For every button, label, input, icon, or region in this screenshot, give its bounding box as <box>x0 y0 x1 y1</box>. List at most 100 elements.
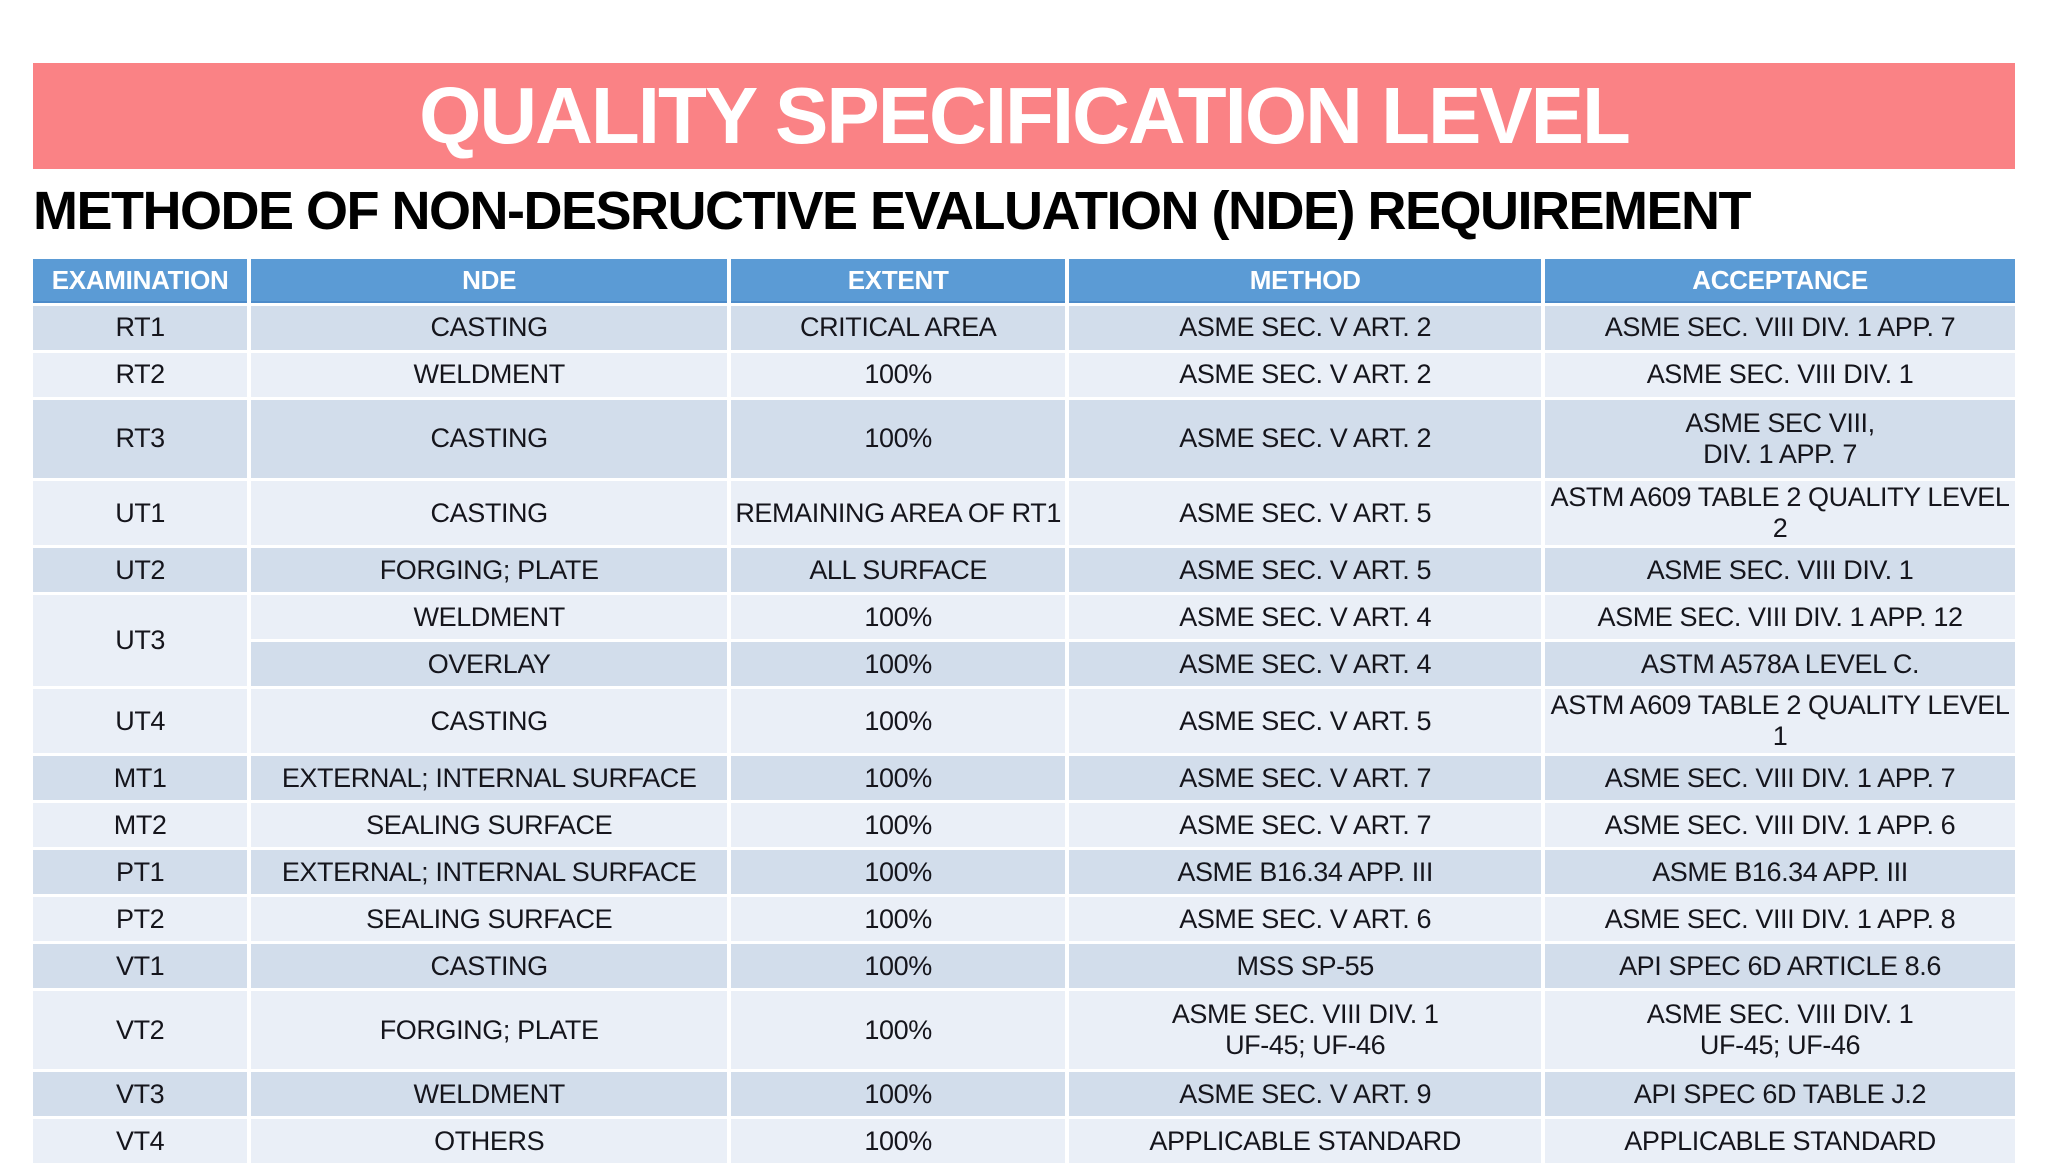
cell-examination: UT1 <box>33 481 248 546</box>
cell-extent: 100% <box>731 1072 1066 1117</box>
cell-examination: PT1 <box>33 850 248 895</box>
cell-examination: VT4 <box>33 1119 248 1164</box>
cell-examination: UT3 <box>33 595 248 687</box>
cell-nde: OVERLAY <box>251 642 728 687</box>
cell-extent: 100% <box>731 400 1066 478</box>
cell-examination: RT1 <box>33 306 248 350</box>
cell-extent: 100% <box>731 353 1066 397</box>
cell-extent: 100% <box>731 944 1066 989</box>
cell-method: ASME SEC. V ART. 5 <box>1069 548 1542 593</box>
table-row-vt1: VT1 CASTING 100% MSS SP-55 API SPEC 6D A… <box>33 944 2015 989</box>
table-row-vt4: VT4 OTHERS 100% APPLICABLE STANDARD APPL… <box>33 1119 2015 1164</box>
cell-extent: REMAINING AREA OF RT1 <box>731 481 1066 546</box>
cell-nde: CASTING <box>251 944 728 989</box>
cell-extent: 100% <box>731 595 1066 640</box>
cell-method: ASME SEC. V ART. 5 <box>1069 481 1542 546</box>
cell-nde: WELDMENT <box>251 353 728 397</box>
cell-method: ASME SEC. V ART. 6 <box>1069 897 1542 942</box>
cell-acceptance: ASME B16.34 APP. III <box>1545 850 2015 895</box>
table-row-rt1: RT1 CASTING CRITICAL AREA ASME SEC. V AR… <box>33 306 2015 350</box>
cell-nde: CASTING <box>251 306 728 350</box>
cell-examination: MT2 <box>33 803 248 848</box>
cell-acceptance: ASME SEC. VIII DIV. 1 <box>1545 548 2015 593</box>
cell-acceptance: APPLICABLE STANDARD <box>1545 1119 2015 1164</box>
table-row-vt3: VT3 WELDMENT 100% ASME SEC. V ART. 9 API… <box>33 1072 2015 1117</box>
cell-examination: UT2 <box>33 548 248 593</box>
cell-acceptance: ASME SEC VIII, DIV. 1 APP. 7 <box>1545 400 2015 478</box>
table-row-pt1: PT1 EXTERNAL; INTERNAL SURFACE 100% ASME… <box>33 850 2015 895</box>
cell-examination: PT2 <box>33 897 248 942</box>
title-banner: QUALITY SPECIFICATION LEVEL <box>33 63 2015 169</box>
nde-requirements-table: EXAMINATION NDE EXTENT METHOD ACCEPTANCE… <box>29 256 2019 1166</box>
cell-extent: 100% <box>731 803 1066 848</box>
cell-extent: 100% <box>731 689 1066 754</box>
cell-extent: 100% <box>731 897 1066 942</box>
cell-extent: 100% <box>731 1119 1066 1164</box>
cell-examination: UT4 <box>33 689 248 754</box>
cell-method: ASME SEC. V ART. 2 <box>1069 306 1542 350</box>
cell-nde: OTHERS <box>251 1119 728 1164</box>
cell-method: ASME SEC. V ART. 9 <box>1069 1072 1542 1117</box>
cell-acceptance: ASME SEC. VIII DIV. 1 APP. 7 <box>1545 306 2015 350</box>
cell-nde: SEALING SURFACE <box>251 803 728 848</box>
cell-acceptance: ASME SEC. VIII DIV. 1 APP. 8 <box>1545 897 2015 942</box>
cell-examination: MT1 <box>33 756 248 801</box>
table-row-mt2: MT2 SEALING SURFACE 100% ASME SEC. V ART… <box>33 803 2015 848</box>
cell-nde: CASTING <box>251 481 728 546</box>
page-title: METHODE OF NON-DESRUCTIVE EVALUATION (ND… <box>33 181 1752 241</box>
cell-extent: 100% <box>731 756 1066 801</box>
cell-acceptance: ASTM A578A LEVEL C. <box>1545 642 2015 687</box>
cell-examination: VT3 <box>33 1072 248 1117</box>
cell-method: ASME SEC. V ART. 2 <box>1069 353 1542 397</box>
cell-nde: WELDMENT <box>251 1072 728 1117</box>
cell-acceptance: ASTM A609 TABLE 2 QUALITY LEVEL 1 <box>1545 689 2015 754</box>
cell-method: ASME SEC. V ART. 2 <box>1069 400 1542 478</box>
cell-examination: RT3 <box>33 400 248 478</box>
table-row-ut2: UT2 FORGING; PLATE ALL SURFACE ASME SEC.… <box>33 548 2015 593</box>
cell-extent: CRITICAL AREA <box>731 306 1066 350</box>
cell-nde: CASTING <box>251 400 728 478</box>
cell-acceptance: ASME SEC. VIII DIV. 1 APP. 7 <box>1545 756 2015 801</box>
table-row-vt2: VT2 FORGING; PLATE 100% ASME SEC. VIII D… <box>33 991 2015 1070</box>
cell-method: ASME SEC. V ART. 4 <box>1069 642 1542 687</box>
column-header-examination: EXAMINATION <box>33 259 248 303</box>
table-row-ut3-overlay: OVERLAY 100% ASME SEC. V ART. 4 ASTM A57… <box>33 642 2015 687</box>
table-row-ut3-weldment: UT3 WELDMENT 100% ASME SEC. V ART. 4 ASM… <box>33 595 2015 687</box>
table-row-mt1: MT1 EXTERNAL; INTERNAL SURFACE 100% ASME… <box>33 756 2015 801</box>
cell-method: ASME SEC. VIII DIV. 1 UF-45; UF-46 <box>1069 991 1542 1070</box>
table-header-row: EXAMINATION NDE EXTENT METHOD ACCEPTANCE <box>33 259 2015 303</box>
table-row-rt2: RT2 WELDMENT 100% ASME SEC. V ART. 2 ASM… <box>33 353 2015 397</box>
column-header-extent: EXTENT <box>731 259 1066 303</box>
banner-title: QUALITY SPECIFICATION LEVEL <box>419 71 1631 160</box>
column-header-nde: NDE <box>251 259 728 303</box>
cell-examination: RT2 <box>33 353 248 397</box>
cell-acceptance: API SPEC 6D ARTICLE 8.6 <box>1545 944 2015 989</box>
table-row-pt2: PT2 SEALING SURFACE 100% ASME SEC. V ART… <box>33 897 2015 942</box>
cell-acceptance: ASME SEC. VIII DIV. 1 APP. 6 <box>1545 803 2015 848</box>
cell-extent: 100% <box>731 991 1066 1070</box>
cell-method: ASME SEC. V ART. 4 <box>1069 595 1542 640</box>
cell-acceptance: API SPEC 6D TABLE J.2 <box>1545 1072 2015 1117</box>
cell-acceptance: ASME SEC. VIII DIV. 1 APP. 12 <box>1545 595 2015 640</box>
cell-nde: EXTERNAL; INTERNAL SURFACE <box>251 850 728 895</box>
cell-method: ASME B16.34 APP. III <box>1069 850 1542 895</box>
cell-acceptance: ASME SEC. VIII DIV. 1 UF-45; UF-46 <box>1545 991 2015 1070</box>
table-row-ut4: UT4 CASTING 100% ASME SEC. V ART. 5 ASTM… <box>33 689 2015 754</box>
cell-method: ASME SEC. V ART. 7 <box>1069 803 1542 848</box>
table-row-rt3: RT3 CASTING 100% ASME SEC. V ART. 2 ASME… <box>33 400 2015 478</box>
cell-nde: SEALING SURFACE <box>251 897 728 942</box>
cell-nde: FORGING; PLATE <box>251 548 728 593</box>
cell-acceptance: ASME SEC. VIII DIV. 1 <box>1545 353 2015 397</box>
cell-method: ASME SEC. V ART. 5 <box>1069 689 1542 754</box>
cell-extent: 100% <box>731 850 1066 895</box>
cell-examination: VT1 <box>33 944 248 989</box>
cell-examination: VT2 <box>33 991 248 1070</box>
cell-nde: EXTERNAL; INTERNAL SURFACE <box>251 756 728 801</box>
cell-method: MSS SP-55 <box>1069 944 1542 989</box>
cell-method: ASME SEC. V ART. 7 <box>1069 756 1542 801</box>
cell-acceptance: ASTM A609 TABLE 2 QUALITY LEVEL 2 <box>1545 481 2015 546</box>
cell-extent: ALL SURFACE <box>731 548 1066 593</box>
cell-nde: FORGING; PLATE <box>251 991 728 1070</box>
cell-nde: WELDMENT <box>251 595 728 640</box>
cell-extent: 100% <box>731 642 1066 687</box>
